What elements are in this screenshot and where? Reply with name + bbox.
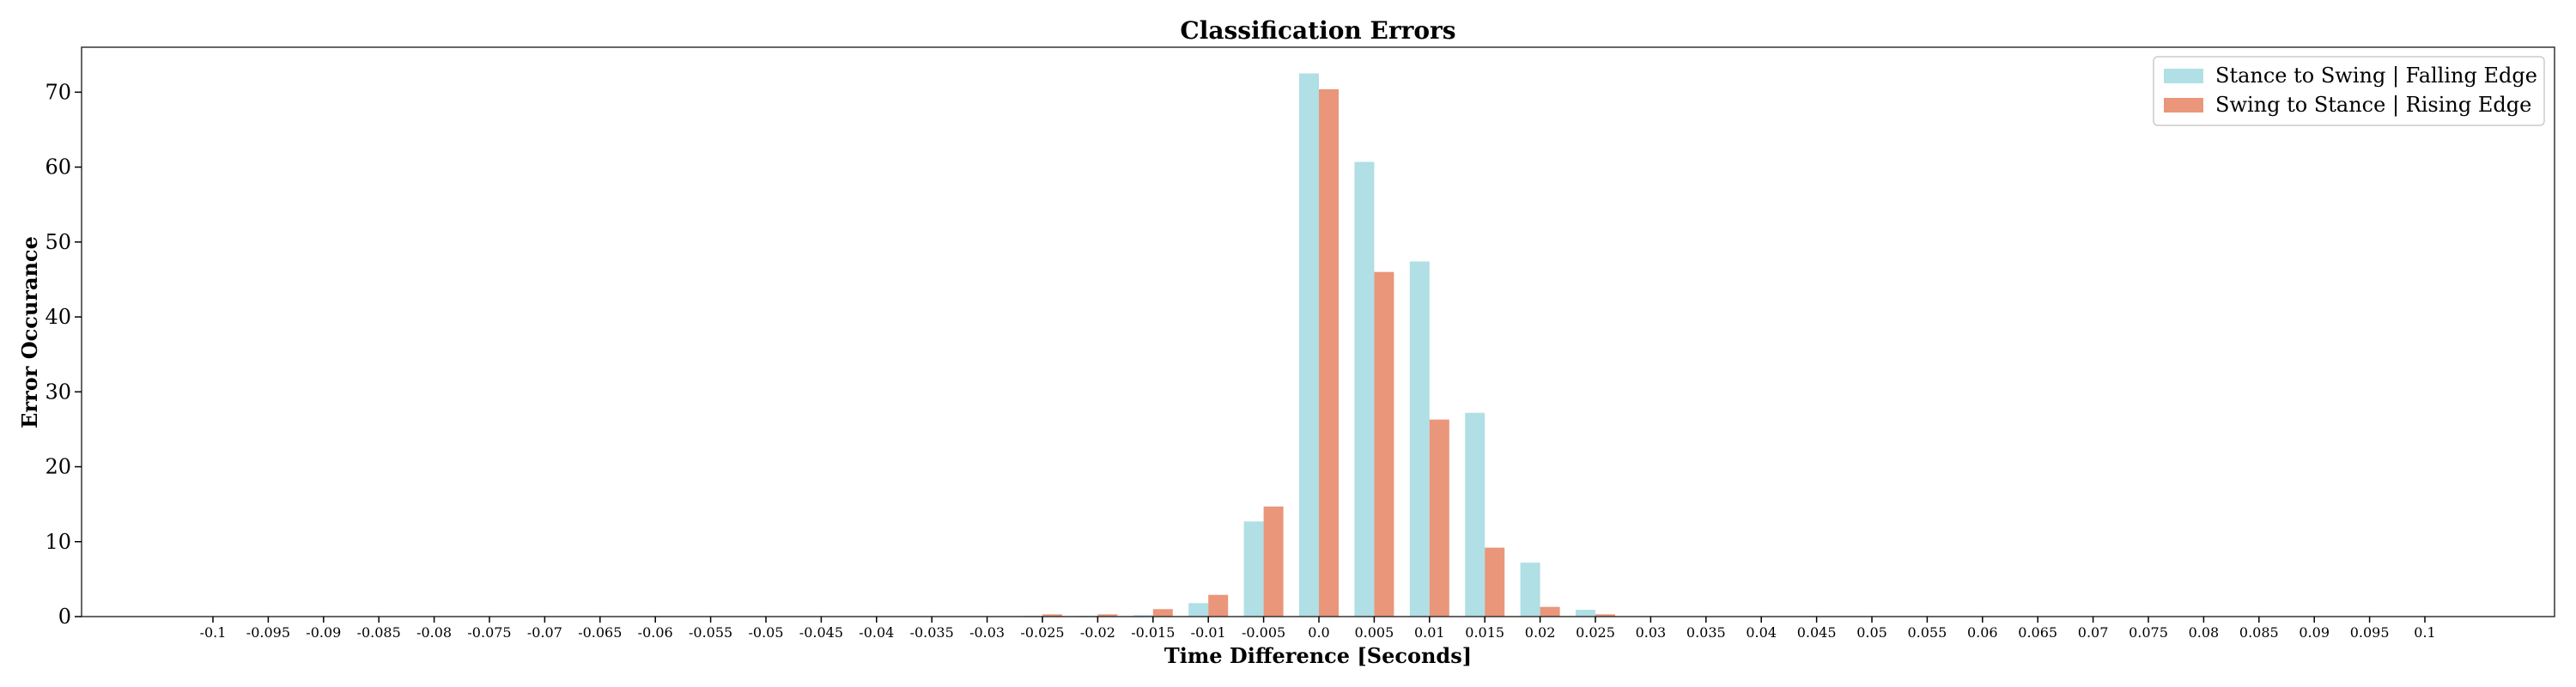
y-tick-label: 60: [45, 155, 71, 179]
bar-rising-edge: [1152, 609, 1173, 617]
x-tick-label: -0.065: [578, 624, 622, 641]
bar-falling-edge: [1243, 521, 1264, 617]
y-tick-label: 0: [58, 605, 71, 629]
x-tick-label: 0.09: [2299, 624, 2330, 641]
y-axis-label: Error Occurance: [17, 236, 42, 429]
x-tick-label: 0.035: [1686, 624, 1726, 641]
bar-rising-edge: [1540, 606, 1560, 617]
legend-label: Swing to Stance | Rising Edge: [2215, 93, 2531, 118]
x-tick-label: -0.035: [910, 624, 954, 641]
x-tick-label: -0.015: [1131, 624, 1175, 641]
x-tick-label: -0.075: [467, 624, 511, 641]
x-tick-label: -0.01: [1191, 624, 1226, 641]
bar-rising-edge: [1595, 614, 1615, 617]
x-tick-label: 0.055: [1907, 624, 1947, 641]
x-tick-label: 0.025: [1576, 624, 1615, 641]
plot-area: 0 10 20 30 40 50 60 70 -0.1 -0.095 -0.09 -0.085 -0.0…: [45, 46, 2555, 641]
bar-falling-edge: [1299, 73, 1319, 617]
x-tick-label: 0.065: [2018, 624, 2057, 641]
y-tick-label: 40: [45, 305, 71, 329]
x-tick-label: -0.045: [799, 624, 843, 641]
x-tick-label: 0.075: [2129, 624, 2168, 641]
x-tick-label: 0.0: [1308, 624, 1329, 641]
bar-falling-edge: [1465, 412, 1485, 617]
bar-falling-edge: [1409, 261, 1430, 617]
y-tick-label: 30: [45, 380, 71, 404]
legend-label: Stance to Swing | Falling Edge: [2215, 64, 2537, 88]
y-tick-label: 50: [45, 230, 71, 254]
x-tick-label: -0.085: [357, 624, 401, 641]
y-tick-label: 10: [45, 530, 71, 554]
x-tick-label: -0.08: [416, 624, 452, 641]
x-tick-label: 0.095: [2350, 624, 2390, 641]
x-tick-label: 0.02: [1525, 624, 1556, 641]
x-tick-label: -0.1: [200, 624, 227, 641]
x-tick-label: 0.085: [2239, 624, 2279, 641]
x-axis-label: Time Difference [Seconds]: [1164, 643, 1472, 668]
bar-falling-edge: [1133, 615, 1153, 617]
x-tick-label: -0.02: [1080, 624, 1115, 641]
legend-box: [2153, 56, 2545, 126]
bar-rising-edge: [1097, 614, 1118, 617]
x-tick-label: -0.07: [527, 624, 562, 641]
x-tick-label: -0.09: [306, 624, 341, 641]
legend-swatch: [2164, 98, 2203, 112]
x-tick-label: 0.015: [1465, 624, 1504, 641]
x-tick-label: -0.095: [246, 624, 290, 641]
x-tick-label: 0.08: [2189, 624, 2220, 641]
plot-frame: [81, 46, 2555, 617]
bar-falling-edge: [1576, 610, 1595, 617]
y-tick-label: 20: [45, 455, 71, 479]
x-tick-label: -0.005: [1242, 624, 1285, 641]
x-tick-label: -0.025: [1020, 624, 1064, 641]
bar-rising-edge: [1042, 614, 1062, 617]
bar-rising-edge: [1263, 506, 1284, 617]
x-tick-label: -0.06: [638, 624, 673, 641]
x-tick-label: 0.01: [1414, 624, 1445, 641]
bar-rising-edge: [1319, 88, 1339, 617]
bar-rising-edge: [1208, 594, 1229, 617]
x-tick-label: 0.07: [2078, 624, 2109, 641]
x-tick-label: 0.045: [1797, 624, 1837, 641]
x-tick-label: -0.04: [859, 624, 894, 641]
bar-rising-edge: [1374, 271, 1394, 617]
x-tick-label: -0.05: [748, 624, 783, 641]
bar-rising-edge: [1485, 547, 1505, 617]
x-tick-label: -0.03: [969, 624, 1005, 641]
bar-falling-edge: [1188, 603, 1209, 617]
x-tick-label: 0.06: [1967, 624, 1998, 641]
y-tick-label: 70: [45, 80, 71, 104]
legend-swatch: [2164, 69, 2203, 83]
x-tick-label: -0.055: [689, 624, 732, 641]
legend: Stance to Swing | Falling Edge Swing to S…: [2153, 56, 2545, 126]
bar-rising-edge: [1429, 419, 1449, 617]
x-tick-label: 0.05: [1856, 624, 1887, 641]
chart-title: Classification Errors: [1180, 16, 1455, 45]
x-tick-label: 0.1: [2414, 624, 2435, 641]
bar-falling-edge: [1520, 562, 1540, 617]
bar-falling-edge: [1354, 161, 1375, 617]
x-tick-label: 0.005: [1354, 624, 1394, 641]
x-tick-label: 0.03: [1636, 624, 1667, 641]
x-tick-label: 0.04: [1746, 624, 1777, 641]
